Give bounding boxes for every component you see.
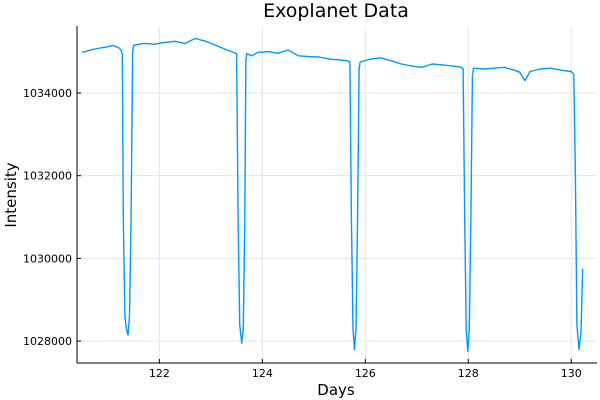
x-tick-label: 130 [561, 367, 582, 380]
x-tick-label: 122 [149, 367, 170, 380]
x-tick-label: 124 [252, 367, 273, 380]
y-tick-label: 1032000 [23, 170, 72, 183]
x-tick-label: 128 [458, 367, 479, 380]
tick-labels: 122 124 126 128 130 1028000 1030000 1032000 1034… [23, 87, 582, 380]
y-tick-label: 1028000 [23, 335, 72, 348]
chart-title: Exoplanet Data [263, 0, 409, 22]
y-tick-label: 1034000 [23, 87, 72, 100]
y-axis-title: Intensity [2, 162, 20, 227]
x-axis-title: Days [317, 381, 355, 399]
series-line [81, 37, 584, 353]
x-tick-label: 126 [355, 367, 376, 380]
y-tick-label: 1030000 [23, 252, 72, 265]
axes [76, 26, 597, 364]
grid-lines [77, 26, 597, 363]
series-layer [81, 37, 584, 353]
